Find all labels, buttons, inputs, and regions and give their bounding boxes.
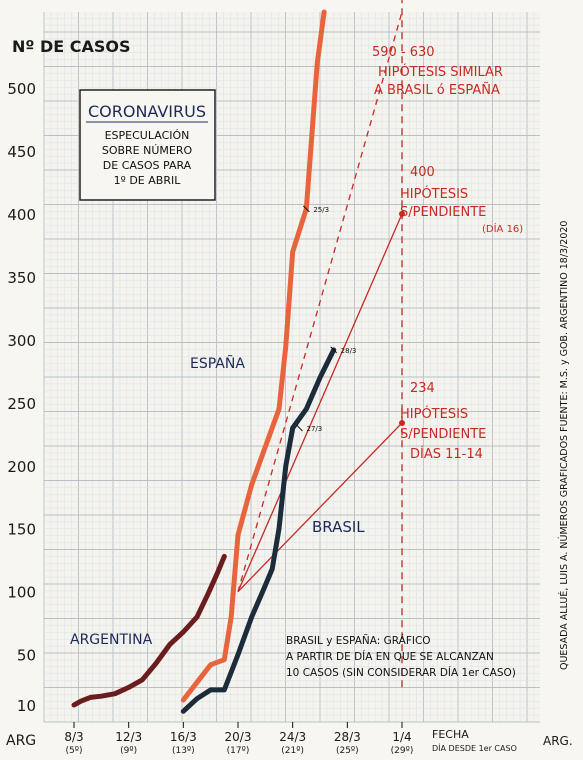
y-tick-label: 50 <box>17 647 36 665</box>
hyp-dias11-2: S/PENDIENTE <box>400 427 486 442</box>
series-line <box>71 553 227 708</box>
proj-label-high: 590 - 630 <box>372 45 435 60</box>
label-argentina: ARGENTINA <box>70 632 153 648</box>
point-mark-label: 25/3 <box>313 206 329 214</box>
x-tick-label: 12/3 <box>115 730 142 744</box>
hyp-similar-1: HIPÓTESIS SIMILAR <box>378 64 503 80</box>
x-tick-sublabel: (25º) <box>336 746 359 756</box>
x-tick-sublabel: (13º) <box>172 746 195 756</box>
x-tick-label: 24/3 <box>279 730 306 744</box>
x-prefix: ARG <box>6 733 36 749</box>
point-mark <box>302 205 310 213</box>
x-tick-label: 1/4 <box>392 730 411 744</box>
point-mark-label: 28/3 <box>341 347 357 355</box>
projection-line <box>237 11 403 592</box>
note-line-1: BRASIL y ESPAÑA: GRÁFICO <box>286 634 431 647</box>
y-tick-label: 200 <box>7 458 36 476</box>
note-line-3: 10 CASOS (SIN CONSIDERAR DÍA 1er CASO) <box>286 666 516 679</box>
grid <box>43 12 540 723</box>
y-tick-label: 500 <box>7 80 36 98</box>
series-line <box>180 347 337 714</box>
y-tick-label: 100 <box>7 584 36 602</box>
y-tick-label: 150 <box>7 521 36 539</box>
y-tick-label: 10 <box>17 697 36 715</box>
proj-label-400: 400 <box>410 165 435 180</box>
side-credit: QUESADA ALLUÉ, LUIS A. NÚMEROS GRAFICADO… <box>558 221 570 670</box>
title-line-3: DE CASOS PARA <box>103 159 192 172</box>
point-marks: 25/3 28/3 27/3 <box>296 205 357 433</box>
title-box: CORONAVIRUS ESPECULACIÓN SOBRE NÚMERO DE… <box>79 89 216 201</box>
y-tick-label: 450 <box>7 143 36 161</box>
x-tick-sublabel: (21º) <box>281 746 304 756</box>
x-tick-label: 8/3 <box>64 730 83 744</box>
x-axis-subtitle: DÍA DESDE 1er CASO <box>432 742 517 753</box>
series-line <box>180 9 327 703</box>
x-tick-label: 28/3 <box>334 730 361 744</box>
x-tick-sublabel: (9º) <box>120 746 137 756</box>
point-mark <box>330 346 338 354</box>
point-mark-label: 27/3 <box>307 425 323 433</box>
y-axis: 10 50 100 150 200 250 300 350 400 450 500 <box>7 80 36 715</box>
y-tick-label: 400 <box>7 206 36 224</box>
label-espana: ESPAÑA <box>190 355 245 372</box>
x-axis: 8/3 (5º) 12/3 (9º) 16/3 (13º) 20/3 (17º) 24/3 (21… <box>64 722 413 756</box>
y-axis-title: Nº DE CASOS <box>12 37 131 56</box>
hyp-dias11-1: HIPÓTESIS <box>400 406 468 422</box>
title-line-4: 1º DE ABRIL <box>114 174 182 187</box>
projections <box>237 0 405 690</box>
title-line-1: ESPECULACIÓN <box>105 129 190 142</box>
y-tick-label: 250 <box>7 395 36 413</box>
projection-line <box>237 422 403 593</box>
x-tick-label: 20/3 <box>225 730 252 744</box>
x-tick-sublabel: (17º) <box>227 746 250 756</box>
series-lines <box>71 9 337 714</box>
label-brasil: BRASIL <box>312 518 365 536</box>
hyp-dia16-2: S/PENDIENTE <box>400 205 486 220</box>
title-box-frame <box>79 89 216 201</box>
note-line-2: A PARTIR DE DÍA EN QUE SE ALCANZAN <box>286 650 494 663</box>
point-mark <box>296 424 303 432</box>
proj-label-234: 234 <box>410 381 435 396</box>
hyp-dia16-3: (DÍA 16) <box>482 222 523 235</box>
y-tick-label: 300 <box>7 332 36 350</box>
hyp-dia16-1: HIPÓTESIS <box>400 186 468 202</box>
title-main: CORONAVIRUS <box>88 102 206 121</box>
projection-line <box>237 213 403 592</box>
x-tick-sublabel: (5º) <box>66 746 83 756</box>
hyp-dias11-3: DÍAS 11-14 <box>410 446 483 462</box>
x-tick-label: 16/3 <box>170 730 197 744</box>
hyp-similar-2: A BRASIL ó ESPAÑA <box>374 82 500 98</box>
title-line-2: SOBRE NÚMERO <box>102 144 193 157</box>
y-tick-label: 350 <box>7 269 36 287</box>
x-suffix: ARG. <box>543 734 573 748</box>
x-axis-title: FECHA <box>432 728 469 741</box>
x-tick-sublabel: (29º) <box>391 746 414 756</box>
note: BRASIL y ESPAÑA: GRÁFICO A PARTIR DE DÍA… <box>286 634 516 679</box>
